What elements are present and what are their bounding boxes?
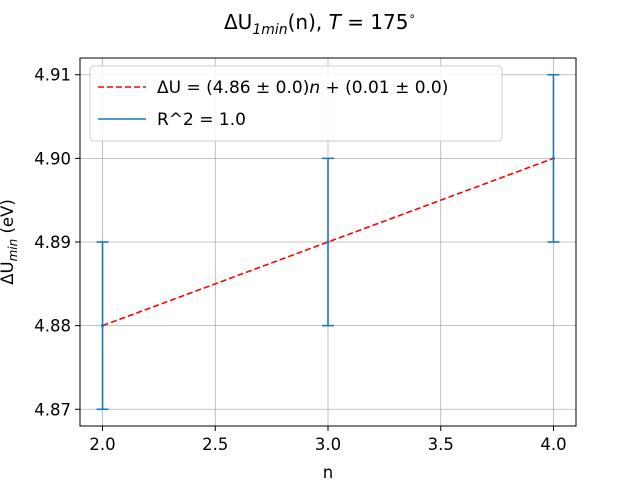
x-axis-label: n — [323, 463, 333, 480]
title-sep: , — [316, 10, 329, 34]
data-point — [100, 324, 105, 328]
y-tick-label: 4.88 — [34, 317, 71, 336]
x-tick-label: 2.0 — [89, 435, 115, 454]
legend-box — [89, 65, 503, 142]
y-tick-label: 4.90 — [34, 149, 71, 168]
legend-fit-delta: ΔU — [157, 78, 181, 98]
title-subscript: 1min — [252, 22, 287, 38]
x-tick-label: 3.5 — [428, 435, 454, 454]
y-tick-label: 4.89 — [34, 233, 71, 252]
ylabel-unit: (eV) — [0, 199, 17, 239]
title-delta: ΔU — [224, 10, 252, 34]
data-point — [326, 240, 330, 244]
legend-fit-n: n — [309, 78, 320, 98]
title-degree: ∘ — [409, 9, 417, 23]
ticks: 2.0 2.5 3.0 3.5 4.0 4.87 4.88 4.89 4.90 4.91 — [34, 66, 566, 454]
title-args: (n) — [288, 10, 316, 34]
title-T: T — [329, 10, 343, 34]
x-tick-label: 4.0 — [540, 435, 566, 454]
y-axis-label: ΔUmin (eV) — [0, 199, 20, 285]
series-layer — [96, 73, 560, 411]
legend: ΔU = (4.86 ± 0.0)n + (0.01 ± 0.0) R^2 = … — [89, 65, 503, 142]
x-tick-label: 3.0 — [315, 435, 341, 454]
fit-line — [102, 157, 554, 327]
y-tick-label: 4.87 — [34, 400, 71, 419]
chart-title: ΔU1min(n), T = 175∘ — [224, 9, 416, 38]
ylabel-delta: ΔU — [0, 261, 17, 284]
x-tick-label: 2.5 — [202, 435, 228, 454]
legend-fit-mid: = (4.86 ± 0.0) — [181, 78, 309, 98]
ylabel-subscript: min — [6, 239, 20, 262]
legend-fit-post: + (0.01 ± 0.0) — [320, 78, 448, 98]
legend-r2-label: R^2 = 1.0 — [157, 110, 246, 130]
title-eq: = 175 — [341, 10, 409, 34]
legend-fit-label: ΔU = (4.86 ± 0.0)n + (0.01 ± 0.0) — [157, 78, 448, 98]
data-point — [551, 156, 556, 160]
y-tick-label: 4.91 — [34, 66, 71, 85]
